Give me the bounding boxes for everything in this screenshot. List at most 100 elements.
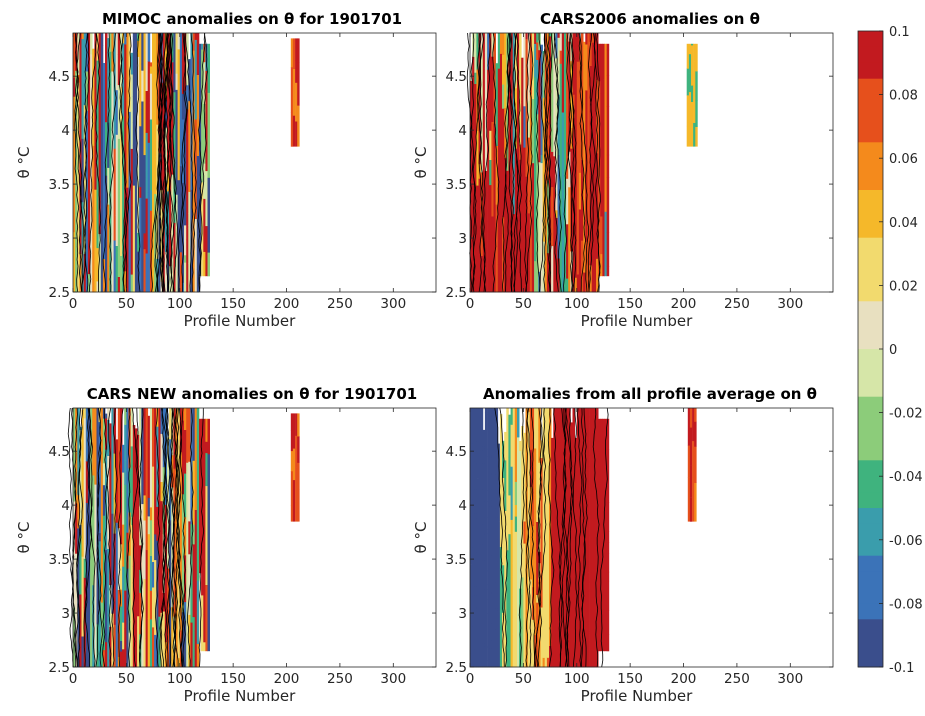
heatmap-cell [83, 577, 87, 608]
heatmap-cell [122, 491, 125, 525]
heatmap-cell [514, 481, 518, 505]
heatmap-cell [173, 430, 176, 469]
heatmap-cell [207, 588, 210, 624]
heatmap-cell [203, 198, 206, 220]
heatmap-cell [519, 482, 522, 492]
heatmap-cell [190, 558, 193, 578]
colorbar-tick-label: 0.06 [889, 152, 918, 167]
heatmap-cell [181, 61, 185, 94]
heatmap-cell [79, 131, 82, 140]
heatmap-cell [199, 193, 202, 233]
contour-line [553, 32, 562, 293]
heatmap-cell [81, 615, 84, 637]
heatmap-cell [152, 124, 155, 147]
heatmap-cell [192, 129, 196, 185]
heatmap-cell [156, 408, 159, 427]
heatmap-cell [472, 56, 475, 76]
heatmap-cell [143, 33, 146, 71]
heatmap-cell [514, 516, 518, 532]
heatmap-cell [149, 555, 153, 591]
heatmap-cell [87, 505, 91, 548]
contour-line [89, 32, 97, 293]
heatmap-cell [96, 408, 99, 409]
heatmap-cell [504, 633, 507, 644]
heatmap-cell [589, 495, 593, 515]
heatmap-cell [297, 436, 300, 463]
heatmap-cell [199, 418, 202, 456]
y-tick-label: 3 [61, 606, 70, 622]
heatmap-cell [143, 425, 146, 475]
heatmap-cell [203, 571, 206, 615]
heatmap-cell [128, 33, 131, 65]
heatmap-cell [173, 408, 176, 432]
heatmap-cell [205, 93, 208, 118]
heatmap-cell [551, 642, 554, 668]
heatmap-cell [130, 516, 134, 526]
heatmap-cell [587, 589, 590, 632]
heatmap-cell [589, 572, 593, 592]
heatmap-cell [111, 505, 114, 514]
heatmap-cell [519, 450, 522, 483]
heatmap-cell [510, 33, 514, 83]
heatmap-cell [542, 657, 546, 668]
heatmap-cell [126, 33, 129, 57]
heatmap-cell [179, 106, 183, 124]
heatmap-cell [152, 70, 155, 111]
contour-line [543, 32, 551, 293]
heatmap-cell [100, 565, 104, 603]
heatmap-cell [536, 148, 539, 205]
heatmap-cell [506, 83, 509, 102]
heatmap-cell [109, 33, 112, 52]
contour-line [534, 407, 544, 668]
heatmap-cell [506, 549, 509, 558]
heatmap-cell [169, 220, 172, 267]
heatmap-cell [87, 191, 91, 218]
heatmap-cell [98, 283, 102, 293]
heatmap-cell [179, 51, 183, 107]
colorbar-band [858, 619, 883, 636]
heatmap-cell [139, 63, 142, 72]
heatmap-cell [192, 616, 196, 668]
heatmap-cell [687, 445, 691, 478]
heatmap-cell [290, 413, 294, 431]
heatmap-cell [83, 426, 87, 456]
heatmap-cell [73, 113, 76, 139]
heatmap-cell [132, 503, 136, 528]
heatmap-cell [145, 90, 149, 133]
heatmap-cell [128, 64, 131, 112]
heatmap-cell [540, 561, 543, 579]
heatmap-cell [139, 205, 142, 219]
heatmap-cell [544, 627, 548, 668]
heatmap-cell [186, 471, 189, 481]
heatmap-cell [493, 176, 496, 200]
heatmap-cell [598, 172, 601, 229]
heatmap-cell [188, 614, 191, 623]
heatmap-cell [126, 532, 129, 569]
heatmap-cell [85, 78, 89, 111]
heatmap-cell [476, 33, 479, 46]
heatmap-cell [292, 46, 296, 69]
heatmap-cell [85, 612, 89, 668]
heatmap-cell [139, 545, 142, 570]
heatmap-cell [126, 408, 129, 425]
heatmap-cell [493, 95, 496, 105]
heatmap-cell [173, 196, 176, 223]
heatmap-cell [126, 250, 129, 293]
heatmap-cell [199, 572, 202, 615]
heatmap-cell [196, 155, 200, 177]
contour-line [96, 407, 103, 668]
heatmap-cell [504, 643, 507, 668]
heatmap-cell [519, 69, 522, 84]
heatmap-cell [534, 479, 537, 535]
heatmap-cell [687, 408, 691, 446]
heatmap-cell [497, 33, 501, 69]
colorbar-band [858, 78, 883, 96]
heatmap-cell [491, 500, 494, 556]
heatmap-cell [559, 33, 563, 51]
heatmap-cell [508, 33, 511, 59]
heatmap-cell [600, 508, 603, 528]
heatmap-cell [102, 474, 106, 486]
heatmap-cell [171, 454, 174, 473]
contour-line [592, 407, 600, 668]
heatmap-cell [598, 227, 601, 277]
